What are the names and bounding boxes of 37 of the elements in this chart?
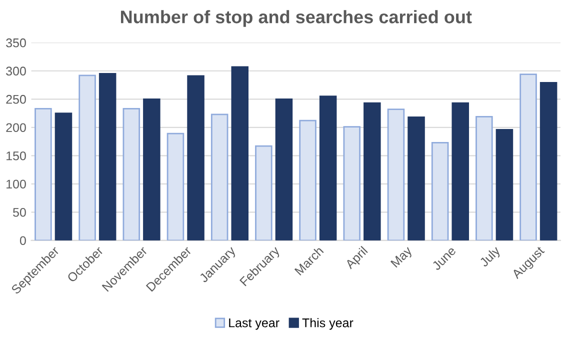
bar — [476, 116, 493, 240]
bar — [98, 73, 116, 240]
bar — [408, 116, 425, 240]
bar — [343, 126, 361, 240]
bar — [431, 142, 449, 240]
bar — [210, 114, 228, 240]
bar — [231, 66, 249, 240]
bar — [364, 102, 381, 240]
bar — [143, 98, 160, 240]
bar — [122, 108, 140, 240]
bar — [275, 98, 293, 240]
bar — [187, 75, 204, 240]
bar — [452, 102, 469, 240]
bar — [34, 108, 52, 240]
y-tick-label: 250 — [6, 94, 26, 104]
y-tick-label: 300 — [6, 66, 26, 76]
y-tick-label: 100 — [6, 180, 26, 189]
bar — [496, 128, 514, 240]
bar — [319, 96, 337, 240]
legend-label: Last year — [229, 318, 280, 330]
y-tick-label: 0 — [20, 236, 26, 246]
y-tick-label: 50 — [13, 208, 26, 217]
legend-label: This year — [302, 318, 354, 330]
x-tick-label: May — [390, 246, 414, 270]
bar — [54, 112, 72, 240]
y-tick-label: 200 — [6, 123, 26, 132]
bar — [387, 108, 405, 240]
bar — [520, 74, 537, 240]
bar — [540, 82, 558, 240]
chart-title: Number of stop and searches carried out — [121, 10, 472, 27]
y-tick-label: 150 — [6, 151, 26, 160]
bar — [78, 74, 96, 240]
x-tick-label: July — [478, 245, 503, 270]
bar — [255, 145, 272, 240]
bar — [299, 120, 316, 240]
y-tick-label: 350 — [6, 38, 26, 48]
bar — [166, 132, 184, 240]
